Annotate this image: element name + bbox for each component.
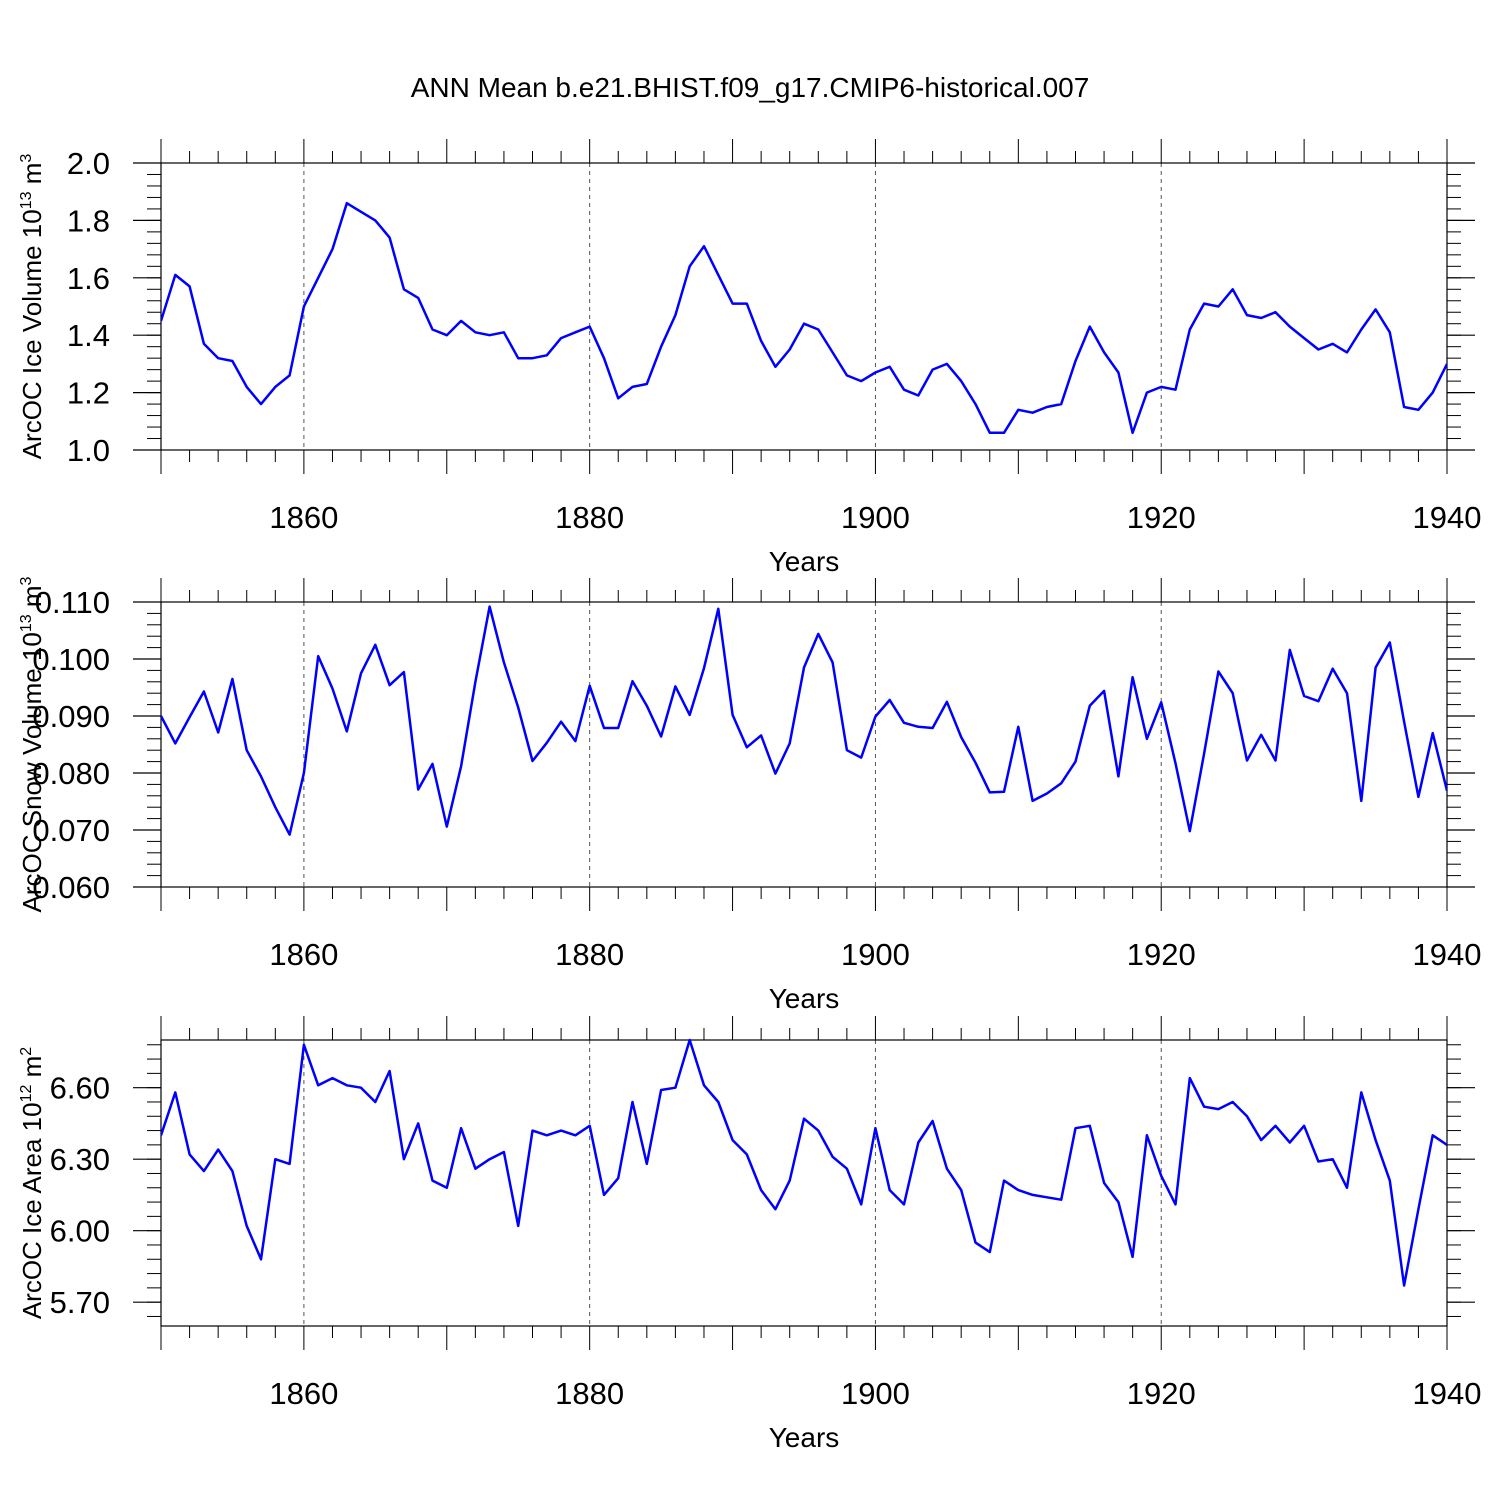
y-axis-label: ArcOC Ice Volume 1013 m3 [17, 154, 47, 460]
x-axis-label: Years [769, 983, 840, 1014]
y-tick-label: 5.70 [50, 1285, 110, 1320]
x-tick-label: 1940 [1413, 937, 1482, 972]
y-tick-label: 0.110 [35, 585, 110, 620]
y-tick-label: 1.2 [67, 376, 110, 411]
x-tick-label: 1860 [269, 1376, 338, 1411]
y-tick-label: 0.090 [32, 699, 110, 734]
plot-frame [160, 162, 1448, 451]
x-tick-label: 1860 [269, 500, 338, 535]
panel-2: 0.060 0.070 0.080 0.090 0.100 0.110 1860 1880 19… [17, 576, 1481, 1014]
x-axis-label: Years [769, 546, 840, 577]
y-tick-label: 0.070 [32, 813, 110, 848]
y-tick-label: 1.4 [67, 318, 110, 353]
y-tick-label: 6.00 [50, 1214, 110, 1249]
x-tick-label: 1900 [841, 1376, 910, 1411]
x-tick-label: 1860 [269, 937, 338, 972]
plot-frame [160, 1039, 1448, 1327]
series-line [161, 1038, 1447, 1287]
x-tick-label: 1880 [555, 937, 624, 972]
y-tick-label: 6.30 [50, 1142, 110, 1177]
x-tick-label: 1940 [1413, 1376, 1482, 1411]
y-tick-label: 0.080 [32, 756, 110, 791]
y-axis-label: ArcOC Ice Area 1012 m2 [17, 1047, 47, 1319]
x-axis-label: Years [769, 1422, 840, 1453]
x-tick-label: 1940 [1413, 500, 1482, 535]
panel-3: 5.70 6.00 6.30 6.60 1860 1880 1900 1920 1940 Year… [17, 1016, 1481, 1453]
x-tick-label: 1920 [1127, 1376, 1196, 1411]
y-tick-label: 6.60 [50, 1071, 110, 1106]
y-tick-label: 1.6 [67, 261, 110, 296]
y-tick-label: 1.0 [67, 433, 110, 468]
plot-frame [160, 601, 1448, 888]
panel-1: 1.0 1.2 1.4 1.6 1.8 2.0 1860 1880 1900 1920 1940 Ye… [17, 139, 1481, 577]
x-tick-label: 1920 [1127, 500, 1196, 535]
x-tick-label: 1880 [555, 500, 624, 535]
y-tick-label: 0.060 [32, 870, 110, 905]
x-tick-label: 1900 [841, 937, 910, 972]
x-tick-label: 1920 [1127, 937, 1196, 972]
x-tick-label: 1880 [555, 1376, 624, 1411]
y-axis-label: ArcOC Snow Volume 1013 m3 [17, 576, 47, 912]
figure-title: ANN Mean b.e21.BHIST.f09_g17.CMIP6-histo… [411, 72, 1090, 103]
series-line [161, 201, 1447, 435]
y-tick-label: 0.100 [32, 642, 110, 677]
series-line [161, 605, 1447, 836]
y-tick-label: 1.8 [67, 203, 110, 238]
y-tick-label: 2.0 [67, 146, 110, 181]
panels: 1.0 1.2 1.4 1.6 1.8 2.0 1860 1880 1900 1920 1940 Ye… [17, 139, 1481, 1453]
x-tick-label: 1900 [841, 500, 910, 535]
